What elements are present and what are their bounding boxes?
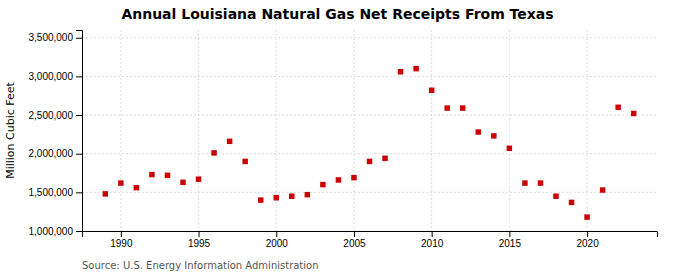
- grid: [82, 30, 657, 231]
- title: Annual Louisiana Natural Gas Net Receipt…: [121, 6, 553, 22]
- x-tick-label: 2020: [576, 238, 599, 249]
- grid-line: [82, 37, 657, 38]
- x-tick: 1995: [188, 231, 211, 249]
- x-tick-mark: [509, 231, 510, 237]
- y-tick-mark: [76, 38, 82, 39]
- y-tick: 2,500,000: [29, 110, 83, 121]
- y-tick-label: 2,000,000: [29, 148, 74, 159]
- x-tick-mark: [587, 231, 588, 237]
- point: [538, 180, 543, 185]
- grid-line: [353, 30, 354, 231]
- grid-line: [120, 30, 121, 231]
- point: [507, 146, 512, 151]
- point: [118, 180, 123, 185]
- point: [242, 159, 247, 164]
- x-tick: 2020: [576, 231, 599, 249]
- plot-area: 1990 1995 2000 2005 2010 2015 2020 1,000,000 1,5…: [29, 30, 658, 249]
- point: [553, 193, 558, 198]
- points: [103, 66, 637, 220]
- grid-line: [431, 30, 432, 231]
- grid-line: [276, 30, 277, 231]
- y-tick-label: 1,000,000: [29, 226, 74, 237]
- x-tick-label: 2010: [421, 238, 444, 249]
- source: Source: U.S. Energy Information Administ…: [82, 260, 319, 271]
- y-tick-label: 1,500,000: [29, 187, 74, 198]
- y-tick-mark: [76, 154, 82, 155]
- x-tick: 2005: [343, 231, 366, 249]
- grid-line: [82, 115, 657, 116]
- point: [305, 192, 310, 197]
- point: [615, 105, 620, 110]
- y-tick: 1,500,000: [29, 187, 83, 198]
- point: [165, 173, 170, 178]
- point: [149, 172, 154, 177]
- point: [413, 66, 418, 71]
- point: [336, 177, 341, 182]
- x-tick-mark: [121, 231, 122, 237]
- y-tick-mark: [76, 192, 82, 193]
- point: [382, 156, 387, 161]
- y-tick-label: 3,500,000: [29, 32, 74, 43]
- x-axis-line: [83, 232, 658, 238]
- point: [600, 187, 605, 192]
- x-tick-mark: [199, 231, 200, 237]
- point: [429, 88, 434, 93]
- y-axis: 1,000,000 1,500,000 2,000,000 2,500,000 3,00…: [29, 31, 83, 237]
- point: [569, 200, 574, 205]
- point: [522, 180, 527, 185]
- point: [584, 214, 589, 219]
- point: [351, 175, 356, 180]
- point: [398, 69, 403, 74]
- x-tick-mark: [354, 231, 355, 237]
- chart: 1990 1995 2000 2005 2010 2015 2020 1,000,000 1,5…: [0, 0, 675, 275]
- point: [258, 197, 263, 202]
- point: [476, 129, 481, 134]
- x-tick-label: 1990: [110, 238, 133, 249]
- x-tick: 2010: [421, 231, 444, 249]
- grid-line: [82, 76, 657, 77]
- x-tick-label: 2000: [266, 238, 289, 249]
- point: [631, 111, 636, 116]
- y-tick-label: 3,000,000: [29, 71, 74, 82]
- point: [274, 195, 279, 200]
- point: [491, 133, 496, 138]
- point: [227, 139, 232, 144]
- y-tick-label: 2,500,000: [29, 110, 74, 121]
- grid-line: [82, 153, 657, 154]
- y-tick-mark: [76, 76, 82, 77]
- grid-line: [82, 192, 657, 193]
- y-tick: 2,000,000: [29, 148, 83, 159]
- y-axis-title: Million Cubic Feet: [4, 81, 17, 178]
- x-tick-mark: [276, 231, 277, 237]
- x-tick-label: 1995: [188, 238, 211, 249]
- y-tick-mark: [76, 231, 82, 232]
- x-tick-label: 2015: [499, 238, 522, 249]
- grid-line: [587, 30, 588, 231]
- y-tick: 3,500,000: [29, 32, 83, 43]
- x-tick: 1990: [110, 231, 133, 249]
- grid-line: [198, 30, 199, 231]
- point: [103, 191, 108, 196]
- point: [289, 193, 294, 198]
- y-tick-mark: [76, 115, 82, 116]
- point: [180, 180, 185, 185]
- point: [320, 182, 325, 187]
- point: [460, 105, 465, 110]
- x-tick-mark: [432, 231, 433, 237]
- point: [196, 176, 201, 181]
- x-axis: 1990 1995 2000 2005 2010 2015 2020: [83, 231, 658, 249]
- point: [211, 150, 216, 155]
- point: [134, 185, 139, 190]
- point: [444, 105, 449, 110]
- x-tick: 2015: [499, 231, 522, 249]
- y-axis-line: [76, 31, 83, 232]
- y-tick: 1,000,000: [29, 226, 83, 237]
- point: [367, 159, 372, 164]
- y-tick: 3,000,000: [29, 71, 83, 82]
- grid-line: [509, 30, 510, 231]
- x-tick: 2000: [266, 231, 289, 249]
- x-tick-label: 2005: [343, 238, 366, 249]
